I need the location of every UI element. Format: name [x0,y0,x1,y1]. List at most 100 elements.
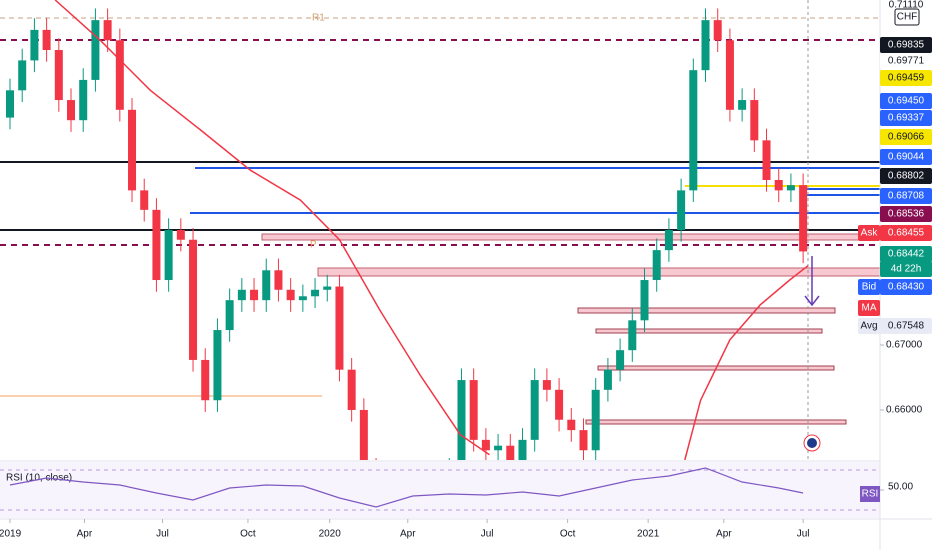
candle-body [213,330,222,401]
candle-body [506,445,515,460]
price-label: 0.69337 [888,113,925,124]
candle-body [603,369,612,390]
candle-body [701,20,710,71]
candle-body [140,190,149,210]
candle-body [91,20,100,80]
candle-body [250,289,259,301]
x-tick-label: Apr [716,529,732,540]
price-label-bg [894,8,920,26]
price-label-bg [880,206,932,222]
price-label-bg [880,188,932,204]
price-label-bg [880,246,932,262]
price-label-bg [880,110,932,126]
moving-average [54,0,490,456]
candle-body [469,380,478,440]
annotation: R1 [312,13,325,24]
price-label-bg [880,225,932,241]
price-label-bg [880,70,932,86]
price-label-bg [880,168,932,184]
candle-body [311,289,320,297]
price-label: 0.67548 [888,321,925,332]
x-tick-label: 2021 [637,529,660,540]
candle-body [457,380,466,460]
candle-body [738,100,747,110]
rsi-line [9,467,804,508]
zone [585,419,847,425]
candle-body [530,380,539,440]
candle-body [713,20,722,41]
candle-body [18,60,27,91]
moving-average [684,265,809,460]
candle-body [774,179,783,191]
candle-body [79,79,88,121]
price-label: 0.68442 [888,249,925,260]
x-tick-label: Jul [797,529,810,540]
x-tick-label: 2019 [0,529,22,540]
candle-body [42,29,51,51]
rsi-badge-bg [860,486,880,502]
price-label-bg [880,279,932,295]
candle-body [115,40,124,110]
zone [577,307,836,314]
price-label: CHF [897,12,918,23]
price-label: 0.69835 [888,40,925,51]
candle-body [152,209,161,281]
candle-body [567,419,576,431]
candle-body [494,445,503,451]
candle-body [799,185,808,252]
candle-body [298,296,307,301]
x-tick-label: Apr [400,529,416,540]
candle-body [518,439,527,460]
zone [595,328,823,334]
price-label-bg [880,261,932,277]
candle-body [67,100,76,121]
candle-body [786,185,795,191]
rsi-title: RSI (10, close) [6,473,72,484]
candle-body [201,359,210,401]
price-label-bg [880,149,932,165]
price-label-bg [880,318,932,334]
price-label: 0.68802 [888,171,925,182]
y-tick-label: 0.66000 [886,405,923,416]
candle-body [6,90,15,118]
price-label: 0.69066 [888,132,925,143]
candle-body [262,270,271,301]
candle-body [689,70,698,191]
candle-body [274,270,283,290]
candle-body [128,109,137,191]
annotation: P [310,240,317,251]
price-label-bg [880,93,932,109]
candle-body [54,50,63,101]
x-tick-label: 2020 [319,529,342,540]
x-tick-label: Oct [240,529,256,540]
price-label-bg [880,53,932,69]
candle-body [237,289,246,301]
zone [317,267,880,277]
price-label: 0.69459 [888,73,925,84]
candles [6,8,808,460]
price-label: 0.71110 [889,0,924,11]
candle-body [164,230,173,281]
candle-body [481,439,490,451]
candle-body [103,20,112,41]
candle-body [359,409,368,460]
drawings [0,0,880,460]
price-label: Ask [861,228,879,239]
price-label: 0.69450 [888,96,925,107]
candle-body [323,286,332,290]
flag-icon-inner [807,438,817,448]
candle-body [335,286,344,370]
candle-body [725,40,734,110]
price-label-bg [880,129,932,145]
price-label: 0.68708 [888,191,925,202]
price-label: 0.68455 [888,228,925,239]
price-label: Bid [862,282,876,293]
price-label: MA [862,303,877,314]
candle-body [542,380,551,390]
candle-body [30,29,39,61]
candle-body [347,369,356,410]
candle-body [750,100,759,141]
candle-body [555,389,564,420]
